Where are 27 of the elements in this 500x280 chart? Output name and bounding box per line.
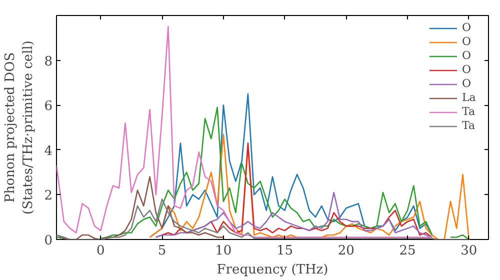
legend-label: Ta — [462, 105, 476, 118]
line-series — [56, 176, 224, 240]
x-tick-label: 10 — [215, 244, 232, 258]
x-axis-title: Frequency (THz) — [216, 262, 328, 278]
x-tick-label: 20 — [338, 244, 354, 258]
x-tick-label: 5 — [158, 244, 166, 258]
legend-label: O — [462, 77, 472, 90]
x-tick-label: 30 — [460, 244, 478, 258]
legend-label: O — [462, 35, 472, 48]
legend-label: O — [462, 49, 472, 62]
y-tick-label: 0 — [44, 234, 53, 248]
x-tick-label: 0 — [96, 244, 105, 258]
y-tick-label: 8 — [44, 54, 53, 70]
line-series — [155, 192, 433, 238]
line-series — [149, 134, 470, 240]
y-tick-label: 2 — [44, 188, 53, 204]
legend-label: Ta — [462, 119, 476, 132]
line-series — [56, 198, 470, 240]
line-series — [56, 26, 433, 238]
x-tick-label: 25 — [399, 244, 416, 258]
y-tick-label: 4 — [44, 144, 53, 159]
legend-label: O — [462, 63, 472, 76]
x-tick-label: 15 — [276, 244, 294, 258]
legend-label: La — [462, 91, 477, 104]
y-axis-title: Phonon projected DOS (States/THz·primitive cell) — [3, 40, 36, 214]
y-tick-label: 6 — [44, 99, 53, 114]
legend-label: O — [462, 21, 472, 34]
